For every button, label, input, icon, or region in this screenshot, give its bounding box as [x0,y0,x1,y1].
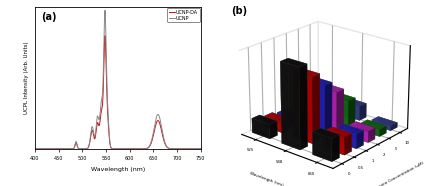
Legend: UCNP-DA, UCNP: UCNP-DA, UCNP [167,8,200,22]
Line: UCNP-DA: UCNP-DA [35,36,201,149]
UCNP [103,24,108,26]
Text: (b): (b) [232,6,248,16]
UCNP-DA [198,148,203,150]
UCNP [61,148,66,150]
UCNP-DA [102,34,108,37]
UCNP-DA [61,148,66,150]
UCNP-DA [96,123,101,126]
UCNP [102,9,108,11]
UCNP [51,148,56,150]
UCNP [177,148,182,150]
UCNP [32,148,37,150]
X-axis label: Wavelength (nm): Wavelength (nm) [249,171,284,186]
UCNP-DA [103,47,108,49]
UCNP-DA [51,148,56,150]
UCNP [198,148,203,150]
UCNP [96,117,101,119]
UCNP-DA [195,148,200,150]
Text: (a): (a) [41,12,57,22]
UCNP [195,148,200,150]
Y-axis label: UCPL Intensity (Arb. Units): UCPL Intensity (Arb. Units) [24,42,29,114]
UCNP-DA [32,148,37,150]
Line: UCNP: UCNP [35,10,201,149]
UCNP-DA [177,148,182,150]
Y-axis label: Dopamine Concentration (uM): Dopamine Concentration (uM) [368,161,425,186]
X-axis label: Wavelength (nm): Wavelength (nm) [91,167,145,172]
